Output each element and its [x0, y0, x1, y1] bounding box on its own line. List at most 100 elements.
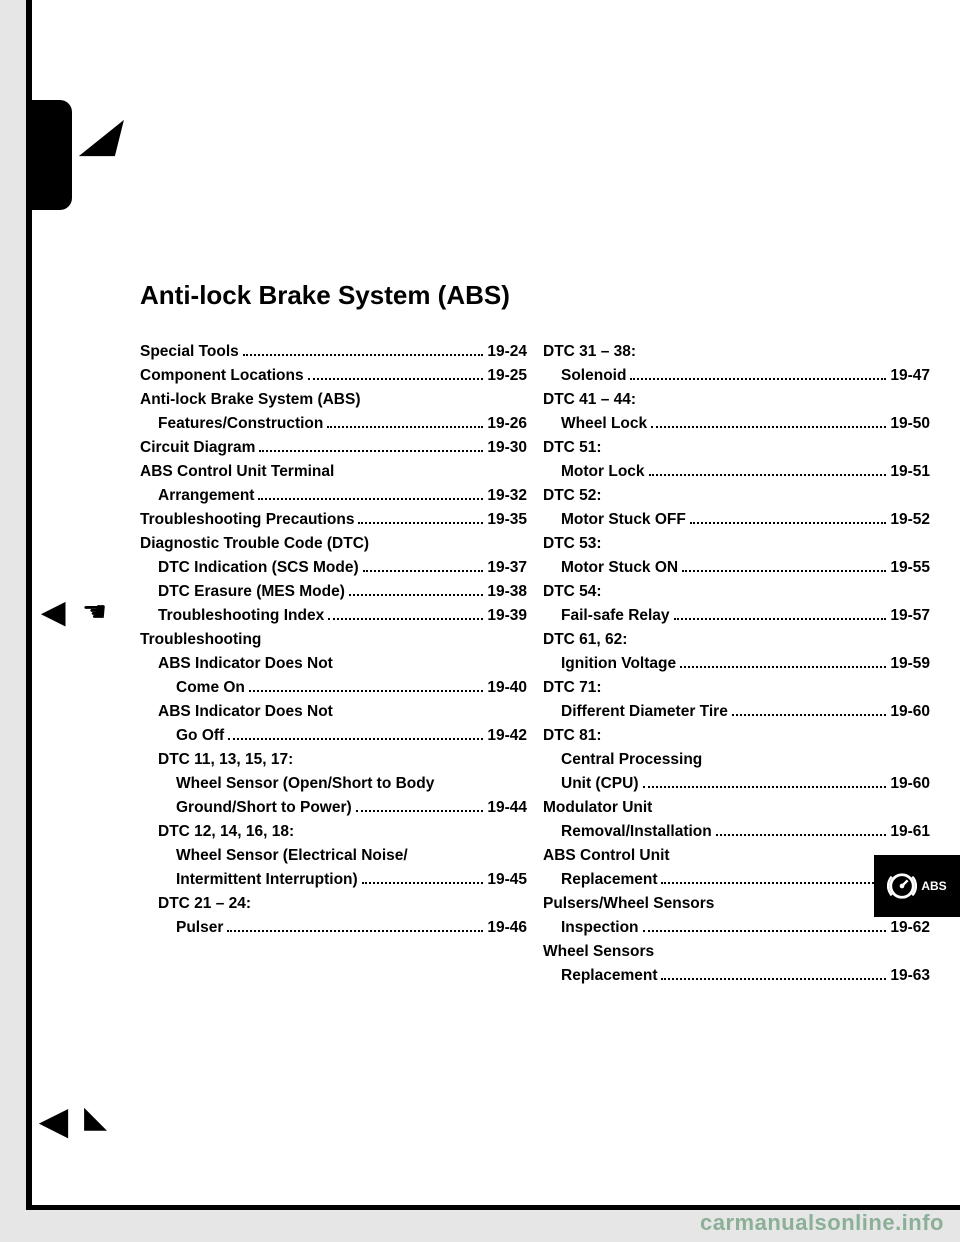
toc-label: DTC 52:: [543, 484, 602, 508]
toc-label: Inspection: [561, 916, 639, 940]
toc-label: Anti-lock Brake System (ABS): [140, 388, 361, 412]
toc-label: DTC 51:: [543, 436, 602, 460]
toc-page: 19-52: [890, 508, 930, 532]
toc-dots: [732, 714, 887, 716]
toc-label: ABS Indicator Does Not: [158, 652, 333, 676]
abs-badge: ABS: [874, 855, 960, 917]
toc-label: DTC 11, 13, 15, 17:: [158, 748, 293, 772]
toc-label: Replacement: [561, 964, 657, 988]
toc-entry: ABS Indicator Does Not: [140, 652, 527, 676]
toc-entry: Solenoid19-47: [543, 364, 930, 388]
toc-page: 19-62: [890, 916, 930, 940]
toc-label: DTC Erasure (MES Mode): [158, 580, 345, 604]
toc-label: Pulser: [176, 916, 223, 940]
toc-dots: [643, 930, 887, 932]
toc-entry: DTC 21 – 24:: [140, 892, 527, 916]
toc-entry: DTC 11, 13, 15, 17:: [140, 748, 527, 772]
toc-entry: Go Off19-42: [140, 724, 527, 748]
toc-dots: [649, 474, 887, 476]
toc-label: Come On: [176, 676, 245, 700]
toc-entry: ABS Control Unit Terminal: [140, 460, 527, 484]
toc-entry: Ground/Short to Power) 19-44: [140, 796, 527, 820]
toc-entry: Pulser19-46: [140, 916, 527, 940]
toc-entry: Wheel Sensor (Electrical Noise/: [140, 844, 527, 868]
toc-page: 19-30: [487, 436, 527, 460]
toc-entry: Motor Stuck OFF19-52: [543, 508, 930, 532]
toc-entry: Pulsers/Wheel Sensors: [543, 892, 930, 916]
toc-dots: [661, 978, 886, 980]
toc-entry: DTC 53:: [543, 532, 930, 556]
toc-label: Circuit Diagram: [140, 436, 255, 460]
toc-label: DTC 12, 14, 16, 18:: [158, 820, 294, 844]
margin-mark-mid-pointer: ☚: [82, 595, 107, 628]
toc-entry: Troubleshooting: [140, 628, 527, 652]
toc-page: 19-42: [487, 724, 527, 748]
toc-entry: DTC 54:: [543, 580, 930, 604]
toc-label: DTC 41 – 44:: [543, 388, 636, 412]
abs-icon: [887, 871, 917, 901]
toc-entry: Unit (CPU)19-60: [543, 772, 930, 796]
toc-entry: ABS Indicator Does Not: [140, 700, 527, 724]
toc-dots: [362, 882, 484, 884]
toc-label: Component Locations: [140, 364, 304, 388]
toc-entry: ABS Control Unit: [543, 844, 930, 868]
toc-dots: [682, 570, 886, 572]
toc-entry: Fail-safe Relay19-57: [543, 604, 930, 628]
toc-entry: Come On 19-40: [140, 676, 527, 700]
toc-page: 19-35: [487, 508, 527, 532]
toc-page: 19-40: [487, 676, 527, 700]
toc-entry: DTC Erasure (MES Mode)19-38: [140, 580, 527, 604]
toc-label: Wheel Sensor (Open/Short to Body: [176, 772, 434, 796]
toc-page: 19-26: [487, 412, 527, 436]
toc-label: DTC 53:: [543, 532, 602, 556]
page: ◢ ◀ ☚ ◀ ◣ Anti-lock Brake System (ABS) S…: [26, 0, 960, 1210]
toc-entry: DTC 52:: [543, 484, 930, 508]
toc-entry: Replacement19-62: [543, 868, 930, 892]
toc-dots: [327, 426, 483, 428]
toc-entry: Arrangement19-32: [140, 484, 527, 508]
toc-page: 19-51: [890, 460, 930, 484]
toc-label: Wheel Lock: [561, 412, 647, 436]
toc-label: ABS Control Unit: [543, 844, 670, 868]
toc-label: DTC 71:: [543, 676, 602, 700]
toc-dots: [328, 618, 483, 620]
toc-dots: [363, 570, 484, 572]
toc-dots: [308, 378, 484, 380]
toc-label: Removal/Installation: [561, 820, 712, 844]
margin-mark-bot-arrow: ◀: [40, 1100, 68, 1142]
toc-label: DTC 81:: [543, 724, 602, 748]
toc-dots: [349, 594, 483, 596]
toc-label: Motor Stuck ON: [561, 556, 678, 580]
toc-label: Features/Construction: [158, 412, 323, 436]
toc-dots: [661, 882, 886, 884]
toc-dots: [651, 426, 886, 428]
toc-entry: DTC 51:: [543, 436, 930, 460]
toc-page: 19-45: [487, 868, 527, 892]
toc-label: DTC Indication (SCS Mode): [158, 556, 359, 580]
toc-label: Troubleshooting Precautions: [140, 508, 354, 532]
toc-entry: Special Tools 19-24: [140, 340, 527, 364]
toc-entry: Removal/Installation19-61: [543, 820, 930, 844]
toc-dots: [643, 786, 887, 788]
toc-label: Ground/Short to Power): [176, 796, 352, 820]
toc-page: 19-37: [487, 556, 527, 580]
toc-dots: [227, 930, 483, 932]
toc-dots: [690, 522, 886, 524]
toc-dots: [674, 618, 887, 620]
toc-page: 19-60: [890, 700, 930, 724]
toc-label: Ignition Voltage: [561, 652, 676, 676]
toc-label: Diagnostic Trouble Code (DTC): [140, 532, 369, 556]
toc-entry: DTC 12, 14, 16, 18:: [140, 820, 527, 844]
toc-page: 19-44: [487, 796, 527, 820]
binder-tab: [32, 100, 72, 210]
toc-dots: [249, 690, 483, 692]
toc-label: Central Processing: [561, 748, 702, 772]
toc-label: Wheel Sensor (Electrical Noise/: [176, 844, 408, 868]
toc-page: 19-24: [487, 340, 527, 364]
toc-entry: DTC 71:: [543, 676, 930, 700]
toc-dots: [243, 354, 484, 356]
toc-label: Special Tools: [140, 340, 239, 364]
toc-label: Troubleshooting: [140, 628, 261, 652]
toc-label: Different Diameter Tire: [561, 700, 728, 724]
toc-label: Solenoid: [561, 364, 626, 388]
